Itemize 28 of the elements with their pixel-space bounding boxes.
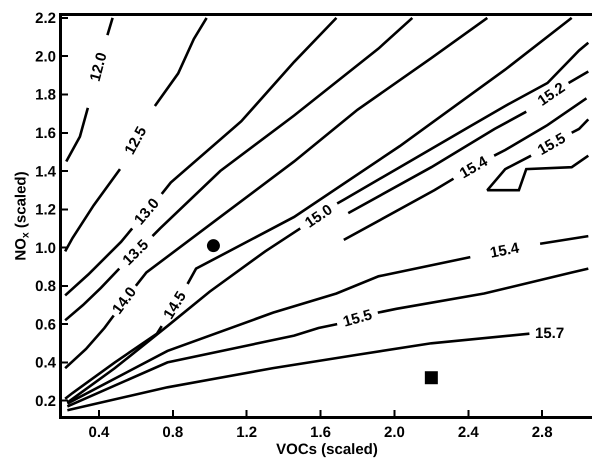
text: 12.0 (86, 50, 111, 84)
text: 12.5 (121, 124, 150, 158)
text: 15.4 (456, 152, 492, 182)
y-tick-label: 0.6 (35, 316, 56, 334)
x-tick-label: 1.2 (236, 424, 258, 441)
x-tick-label: 0.8 (162, 424, 184, 441)
text: 15.4 (488, 239, 522, 262)
y-tick-label: 1.8 (35, 86, 56, 104)
text: 15.2 (534, 79, 568, 110)
text: 15.5 (534, 130, 569, 159)
x-tick-label: 2.8 (532, 424, 553, 441)
text: 15.0 (302, 201, 336, 232)
series-label: 15.7 (535, 325, 564, 342)
y-tick-label: 2.0 (35, 48, 56, 66)
y-tick-label: 1.4 (35, 163, 57, 180)
y-tick-label: 1.0 (35, 240, 56, 257)
x-tick-label: 2.0 (384, 424, 405, 441)
x-tick-label: 1.6 (310, 424, 331, 441)
y-tick-label: 1.2 (35, 202, 56, 219)
y-tick-label: 0.8 (35, 278, 56, 296)
y-tick-label: 1.6 (35, 125, 56, 142)
x-tick-label: 2.4 (458, 424, 480, 441)
y-tick-label: 2.2 (35, 10, 56, 28)
y-tick-label: 0.4 (35, 354, 57, 372)
text: 15.5 (341, 306, 374, 331)
x-axis-title: VOCs (scaled) (276, 441, 378, 458)
y-tick-label: 0.2 (35, 392, 56, 410)
x-tick-label: 0.4 (88, 424, 110, 441)
